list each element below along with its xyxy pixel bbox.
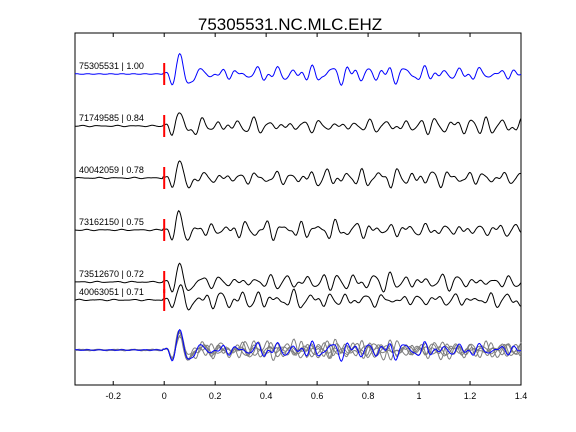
trace-75305531 — [74, 52, 522, 86]
stack-trace-40063051 — [74, 334, 522, 361]
x-tick-label: 1 — [417, 391, 422, 401]
stack-group — [74, 328, 522, 362]
x-axis: -0.2 0 0.2 0.4 0.6 0.8 1 1.2 1.4 — [105, 33, 527, 401]
trace-71749585 — [75, 112, 522, 137]
trace-label-73162150: 73162150 | 0.75 — [79, 217, 144, 227]
x-tick-label: 0.8 — [362, 391, 375, 401]
trace-40063051 — [74, 284, 522, 311]
trace-group — [74, 52, 522, 311]
x-tick-label: 1.2 — [464, 391, 477, 401]
stack-trace-reference — [74, 328, 522, 362]
x-tick-label: 0 — [162, 391, 167, 401]
chart-title: 75305531.NC.MLC.EHZ — [198, 15, 382, 34]
trace-label-40063051: 40063051 | 0.71 — [79, 287, 144, 297]
trace-73512670 — [75, 262, 522, 293]
x-tick-label: -0.2 — [105, 391, 121, 401]
x-tick-label: 1.4 — [515, 391, 528, 401]
trace-label-40042059: 40042059 | 0.78 — [79, 165, 144, 175]
plot-area — [74, 32, 522, 386]
trace-label-71749585: 71749585 | 0.84 — [79, 113, 144, 123]
x-tick-label: 0.2 — [209, 391, 222, 401]
trace-40042059 — [74, 160, 522, 189]
trace-labels: 75305531 | 1.00 71749585 | 0.84 40042059 |… — [79, 61, 144, 297]
x-tick-label: 0.6 — [311, 391, 324, 401]
x-tick-label: 0.4 — [260, 391, 273, 401]
trace-label-75305531: 75305531 | 1.00 — [79, 61, 144, 71]
trace-label-73512670: 73512670 | 0.72 — [79, 269, 144, 279]
trace-73162150 — [74, 209, 522, 241]
